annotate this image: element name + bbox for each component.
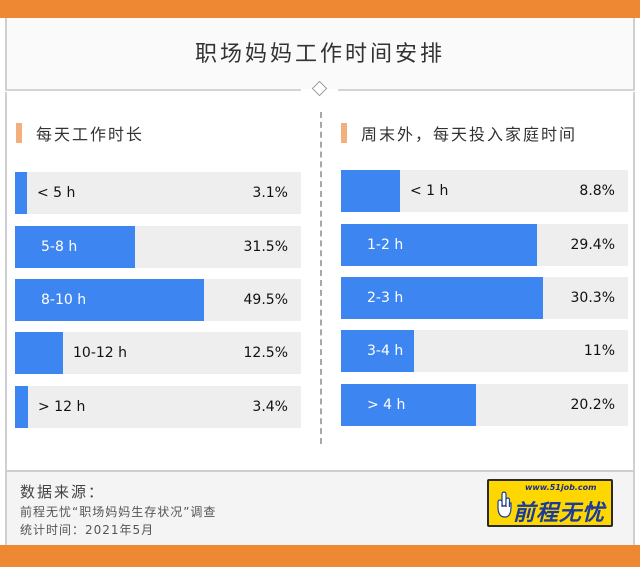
chart-frame [5, 92, 635, 470]
left-panel-marker [16, 123, 22, 143]
right-bar-row: 1-2 h 29.4% [341, 224, 628, 266]
left-bar-value: 31.5% [243, 239, 288, 255]
left-bar-value: 49.5% [243, 292, 288, 308]
right-bar-row: 3-4 h 11% [341, 330, 628, 372]
right-bar [341, 224, 537, 266]
right-bar [341, 330, 414, 372]
right-bar-value: 8.8% [579, 183, 615, 199]
left-bar [15, 332, 63, 374]
right-panel-title: 周末外，每天投入家庭时间 [361, 125, 578, 144]
left-bar-category: 5-8 h [41, 239, 78, 255]
logo: www.51job.com 前程无忧 [487, 479, 613, 527]
source-label: 数据来源： [20, 483, 106, 501]
title-divider-left [5, 89, 301, 91]
right-bar-category: 1-2 h [367, 237, 404, 253]
right-bar-row: 2-3 h 30.3% [341, 277, 628, 319]
left-bar-row: 8-10 h 49.5% [15, 279, 301, 321]
logo-url: www.51job.com [525, 483, 597, 492]
left-bar [15, 386, 28, 428]
title-frame [5, 18, 635, 89]
top-accent-bar [0, 0, 640, 18]
left-bar-value: 3.4% [252, 399, 288, 415]
right-bar-row: < 1 h 8.8% [341, 170, 628, 212]
right-bar [341, 277, 543, 319]
right-bar-value: 20.2% [570, 397, 615, 413]
left-bar-row: < 5 h 3.1% [15, 172, 301, 214]
bottom-accent-bar [0, 545, 640, 567]
page-title: 职场妈妈工作时间安排 [194, 42, 445, 67]
panel-divider [320, 112, 322, 444]
left-bar [15, 226, 135, 268]
footer-divider [5, 470, 635, 472]
source-date: 统计时间：2021年5月 [20, 523, 155, 537]
title-divider-right [338, 89, 635, 91]
right-bar-value: 29.4% [570, 237, 615, 253]
right-bar-value: 30.3% [570, 290, 615, 306]
right-bar-category: < 1 h [410, 183, 449, 199]
left-panel-header: 每天工作时长 [16, 121, 144, 145]
right-bar [341, 384, 476, 426]
left-bar-category: 8-10 h [41, 292, 87, 308]
logo-name: 前程无忧 [513, 501, 606, 526]
left-bar-row: 10-12 h 12.5% [15, 332, 301, 374]
hand-icon [497, 491, 512, 518]
right-panel-header: 周末外，每天投入家庭时间 [341, 121, 577, 145]
right-bar-value: 11% [583, 343, 615, 359]
left-panel-title: 每天工作时长 [36, 125, 145, 144]
right-panel-marker [341, 123, 347, 143]
left-bar [15, 172, 27, 214]
source-survey: 前程无忧“职场妈妈生存状况”调查 [20, 505, 217, 519]
right-bar-category: 3-4 h [367, 343, 404, 359]
left-bar-row: 5-8 h 31.5% [15, 226, 301, 268]
left-bar-category: < 5 h [37, 185, 76, 201]
right-bar-category: 2-3 h [367, 290, 404, 306]
right-bar-category: > 4 h [367, 397, 406, 413]
left-bar-value: 12.5% [243, 345, 288, 361]
left-bar [15, 279, 204, 321]
left-bar-category: > 12 h [38, 399, 86, 415]
left-bar-category: 10-12 h [73, 345, 128, 361]
right-bar-row: > 4 h 20.2% [341, 384, 628, 426]
left-bar-value: 3.1% [252, 185, 288, 201]
left-bar-row: > 12 h 3.4% [15, 386, 301, 428]
right-bar [341, 170, 400, 212]
